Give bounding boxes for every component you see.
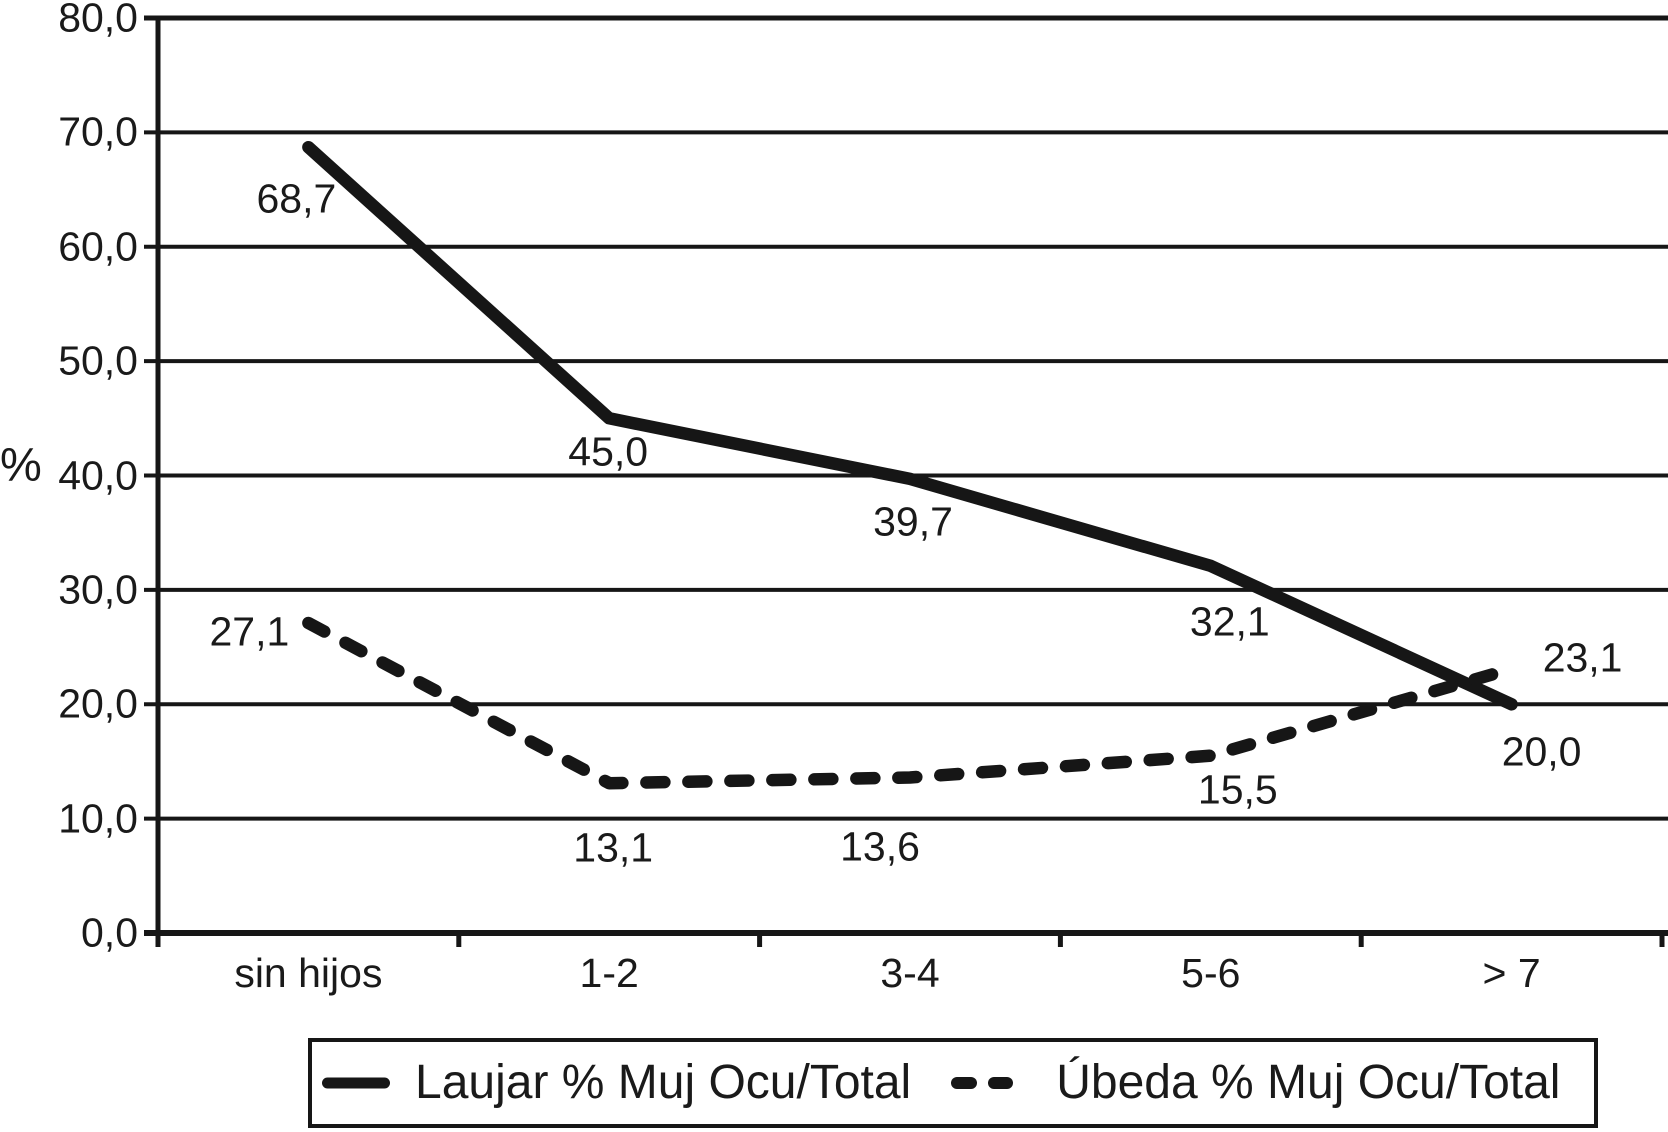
x-tick-label: 1-2 — [579, 950, 639, 996]
y-tick-label: 70,0 — [58, 108, 138, 155]
data-label: 13,1 — [573, 824, 654, 871]
x-tick-label: sin hijos — [234, 950, 383, 996]
legend-label-laujar: Laujar % Muj Ocu/Total — [415, 1056, 912, 1109]
data-label: 13,6 — [840, 823, 920, 870]
y-tick-label: 40,0 — [58, 452, 138, 498]
y-tick-label: 30,0 — [58, 566, 138, 613]
legend-item-laujar: Laujar % Muj Ocu/Total — [322, 1059, 911, 1107]
x-tick-label: > 7 — [1482, 950, 1541, 996]
dashed-line-swatch — [951, 1077, 1014, 1089]
data-label: 23,1 — [1542, 634, 1623, 681]
solid-line-swatch — [322, 1077, 390, 1089]
data-label: 32,1 — [1189, 598, 1270, 645]
x-tick-label: 3-4 — [880, 950, 940, 996]
legend-label-ubeda: Úbeda % Muj Ocu/Total — [1056, 1056, 1561, 1109]
data-label: 45,0 — [568, 428, 649, 475]
y-tick-label: 60,0 — [58, 223, 138, 270]
data-label: 15,5 — [1197, 766, 1278, 813]
data-label: 68,7 — [256, 175, 337, 222]
legend: Laujar % Muj Ocu/Total Úbeda % Muj Ocu/T… — [308, 1038, 1598, 1128]
y-tick-label: 20,0 — [58, 680, 138, 727]
y-tick-label: 0,0 — [81, 909, 138, 956]
data-label: 39,7 — [873, 498, 953, 545]
data-label: 20,0 — [1501, 728, 1582, 775]
y-tick-label: 80,0 — [58, 0, 138, 41]
y-axis-title: % — [0, 437, 42, 491]
y-tick-label: 10,0 — [58, 795, 138, 842]
series-line-solid — [302, 140, 1518, 711]
legend-item-ubeda: Úbeda % Muj Ocu/Total — [911, 1059, 1560, 1107]
x-tick-label: 5-6 — [1181, 950, 1241, 996]
y-tick-label: 50,0 — [58, 337, 138, 384]
data-label: 27,1 — [209, 608, 290, 655]
series-line-dashed — [302, 616, 1518, 790]
